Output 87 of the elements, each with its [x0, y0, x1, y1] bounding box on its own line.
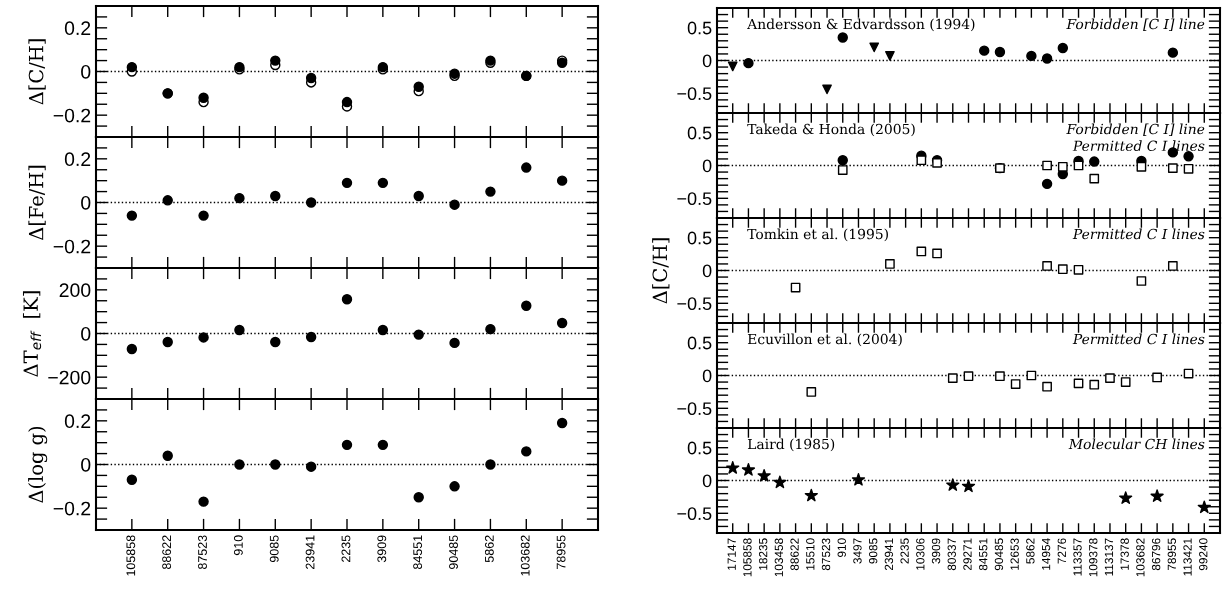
y-tick-label: 0.5: [687, 231, 712, 245]
annotation: Ecuvillon et al. (2004): [747, 333, 902, 347]
x-tick-label: 3909: [377, 535, 387, 563]
y-tick-label: 0.5: [687, 126, 712, 140]
y-tick-label: −0.5: [677, 507, 712, 521]
x-tick-label: 84551: [979, 538, 988, 571]
annotation: Permitted C I lines: [1072, 333, 1205, 345]
x-tick-label: 103682: [520, 535, 530, 576]
x-tick-label: 2235: [341, 535, 351, 563]
y-tick-label: −0.2: [53, 108, 91, 123]
x-tick-label: 5862: [484, 535, 494, 563]
x-tick-label: 15510: [806, 538, 815, 570]
x-tick-label: 14954: [1041, 538, 1051, 570]
y-tick-label: 0: [702, 369, 712, 383]
x-tick-label: 17378: [1120, 538, 1129, 570]
x-tick-label: 113357: [1073, 538, 1082, 576]
x-tick-label: 9085: [269, 535, 279, 563]
x-tick-label: 113137: [1104, 538, 1114, 576]
y-tick-label: 0.2: [64, 152, 91, 167]
x-tick-label: 5862: [1026, 538, 1035, 564]
x-tick-label: 3497: [853, 538, 862, 564]
x-tick-label: 103458: [774, 538, 784, 577]
y-axis-title: Δ[C/H]: [652, 238, 670, 304]
x-tick-label: 23941: [884, 538, 894, 571]
x-tick-label: 29271: [963, 538, 972, 571]
x-tick-label: 87523: [198, 535, 207, 570]
x-tick-label: 2235: [900, 538, 909, 564]
x-tick-label: 105858: [743, 538, 752, 577]
y-tick-label: −0.5: [677, 87, 712, 101]
x-tick-label: 80337: [947, 538, 956, 571]
y-tick-label: 0: [702, 159, 712, 173]
x-tick-label: 88622: [162, 535, 172, 570]
x-tick-label: 109378: [1089, 538, 1098, 577]
annotation: Tomkin et al. (1995): [747, 228, 888, 242]
y-tick-label: −0.5: [677, 297, 712, 311]
y-tick-label: 0: [81, 326, 91, 341]
annotation: Forbidden [C I] line: [1066, 18, 1205, 31]
y-tick-label: −0.2: [53, 501, 91, 516]
annotation: Permitted C I lines: [1072, 140, 1205, 152]
y-tick-label: 0: [81, 195, 91, 210]
y-tick-label: 0.5: [687, 21, 712, 35]
x-tick-label: 78955: [556, 535, 566, 569]
y-tick-label: −0.2: [53, 239, 91, 254]
x-tick-label: 103682: [1136, 538, 1145, 577]
x-tick-label: 7276: [1057, 538, 1066, 564]
y-axis-title: Δ[Fe/H]: [28, 165, 46, 241]
annotation: Permitted C I lines: [1072, 228, 1205, 240]
annotation: Forbidden [C I] line: [1066, 123, 1205, 136]
x-tick-label: 90485: [994, 538, 1004, 571]
x-tick-label: 90485: [449, 535, 458, 570]
y-tick-label: −0.5: [677, 192, 712, 206]
x-tick-label: 87523: [821, 538, 831, 571]
x-tick-label: 10306: [916, 538, 925, 570]
y-tick-label: 0.5: [687, 441, 712, 455]
x-tick-label: 78955: [1167, 538, 1177, 571]
x-tick-label: 84551: [413, 535, 423, 570]
y-tick-label: 0.2: [64, 414, 91, 429]
annotation: Molecular CH lines: [1068, 438, 1205, 450]
x-tick-label: 88622: [790, 538, 799, 571]
annotation: Andersson & Edvardsson (1994): [747, 18, 975, 32]
y-tick-label: 0: [81, 64, 91, 79]
y-axis-title: ΔT$_{eff}$ [K]: [22, 291, 42, 377]
x-tick-label: 113421: [1183, 538, 1192, 576]
y-tick-label: −0.5: [677, 402, 712, 416]
y-tick-label: −200: [48, 370, 91, 385]
x-tick-label: 86796: [1151, 538, 1161, 571]
y-tick-label: 200: [59, 283, 91, 298]
x-tick-label: 99240: [1199, 538, 1208, 571]
y-tick-label: 0: [81, 457, 91, 472]
y-tick-label: 0: [702, 264, 712, 278]
x-tick-label: 3909: [931, 538, 941, 564]
x-tick-label: 23941: [305, 535, 315, 569]
x-tick-label: 17147: [727, 538, 736, 570]
y-axis-title: Δ(log g): [28, 426, 48, 503]
x-tick-label: 910: [837, 538, 846, 557]
y-axis-title: Δ[C/H]: [28, 39, 46, 105]
y-tick-label: 0: [702, 54, 712, 68]
x-tick-label: 105858: [126, 535, 136, 576]
y-tick-label: 0: [702, 474, 712, 488]
x-tick-label: 910: [233, 535, 243, 556]
x-tick-label: 18235: [758, 538, 768, 570]
y-tick-label: 0.2: [64, 21, 91, 36]
x-tick-label: 9085: [869, 538, 878, 564]
y-tick-label: 0.5: [687, 336, 712, 350]
annotation: Takeda & Honda (2005): [747, 123, 915, 137]
annotation: Laird (1985): [747, 438, 835, 452]
x-tick-label: 12653: [1010, 538, 1019, 570]
